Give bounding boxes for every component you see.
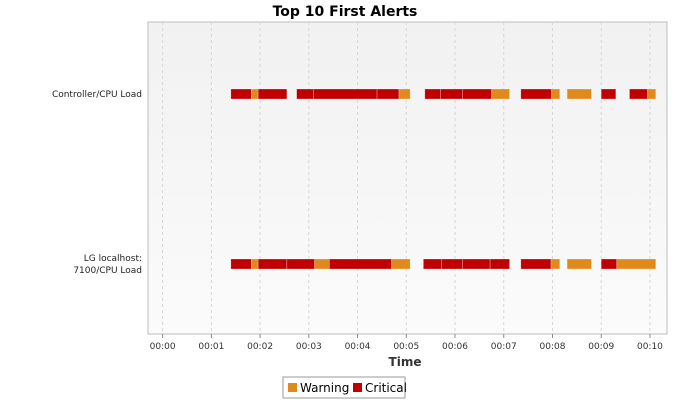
legend-swatch-critical xyxy=(353,383,362,392)
x-tick-label: 00:08 xyxy=(540,342,566,352)
category-labels: Controller/CPU Load LG localhost: 7100/CPU… xyxy=(52,90,142,276)
legend: Warning Critical xyxy=(282,376,407,399)
alert-bar-critical xyxy=(440,88,463,100)
alert-bar-warning xyxy=(566,258,592,270)
alert-bar-critical xyxy=(600,88,617,100)
alert-bar-critical xyxy=(328,258,392,270)
alert-bar-warning xyxy=(616,258,657,270)
category-label: 7100/CPU Load xyxy=(73,266,142,276)
x-tick-label: 00:07 xyxy=(491,342,517,352)
alert-bar-critical xyxy=(462,88,492,100)
alert-bar-warning xyxy=(398,88,411,100)
alert-bar-warning xyxy=(314,258,330,270)
alert-bar-critical xyxy=(296,88,314,100)
alert-bar-critical xyxy=(424,88,441,100)
alert-bar-warning xyxy=(391,258,411,270)
alert-bar-critical xyxy=(257,258,288,270)
x-tick-label: 00:09 xyxy=(588,342,614,352)
alert-bar-warning xyxy=(491,88,510,100)
chart-title: Top 10 First Alerts xyxy=(273,4,418,20)
alert-bar-warning xyxy=(647,88,657,100)
category-label: LG localhost: xyxy=(84,254,142,264)
x-axis-ticks: 00:00 00:01 00:02 00:03 00:04 00:05 00:06 00:07… xyxy=(150,334,663,352)
alert-bar-critical xyxy=(489,258,510,270)
legend-label-warning: Warning xyxy=(300,381,349,395)
alert-bar-warning xyxy=(566,88,592,100)
x-tick-label: 00:06 xyxy=(442,342,468,352)
legend-box xyxy=(282,376,406,399)
alert-bar-critical xyxy=(520,88,552,100)
legend-label-critical: Critical xyxy=(365,381,407,395)
alert-bar-critical xyxy=(376,88,400,100)
alert-bars xyxy=(230,88,657,270)
alert-bar-critical xyxy=(230,258,252,270)
category-label: Controller/CPU Load xyxy=(52,90,142,100)
alert-bar-warning xyxy=(551,88,561,100)
alert-bar-critical xyxy=(423,258,442,270)
alert-bar-critical xyxy=(629,88,648,100)
x-tick-label: 00:02 xyxy=(247,342,273,352)
x-tick-label: 00:01 xyxy=(198,342,224,352)
x-tick-label: 00:05 xyxy=(393,342,419,352)
x-tick-label: 00:03 xyxy=(296,342,322,352)
alert-bar-critical xyxy=(520,258,552,270)
alert-bar-critical xyxy=(313,88,378,100)
legend-swatch-warning xyxy=(288,383,297,392)
x-tick-label: 00:10 xyxy=(637,342,663,352)
alert-bar-critical xyxy=(600,258,618,270)
alert-bar-warning xyxy=(251,88,259,100)
plot-area xyxy=(147,21,668,335)
x-tick-label: 00:04 xyxy=(345,342,371,352)
x-axis-title: Time xyxy=(389,355,422,369)
alert-bar-critical xyxy=(441,258,463,270)
alert-bar-critical xyxy=(286,258,315,270)
alert-bar-critical xyxy=(257,88,288,100)
alert-bar-critical xyxy=(462,258,491,270)
alert-bar-warning xyxy=(550,258,561,270)
x-tick-label: 00:00 xyxy=(150,342,176,352)
alert-bar-warning xyxy=(251,258,259,270)
alert-bar-critical xyxy=(230,88,252,100)
grid-lines xyxy=(162,22,651,334)
